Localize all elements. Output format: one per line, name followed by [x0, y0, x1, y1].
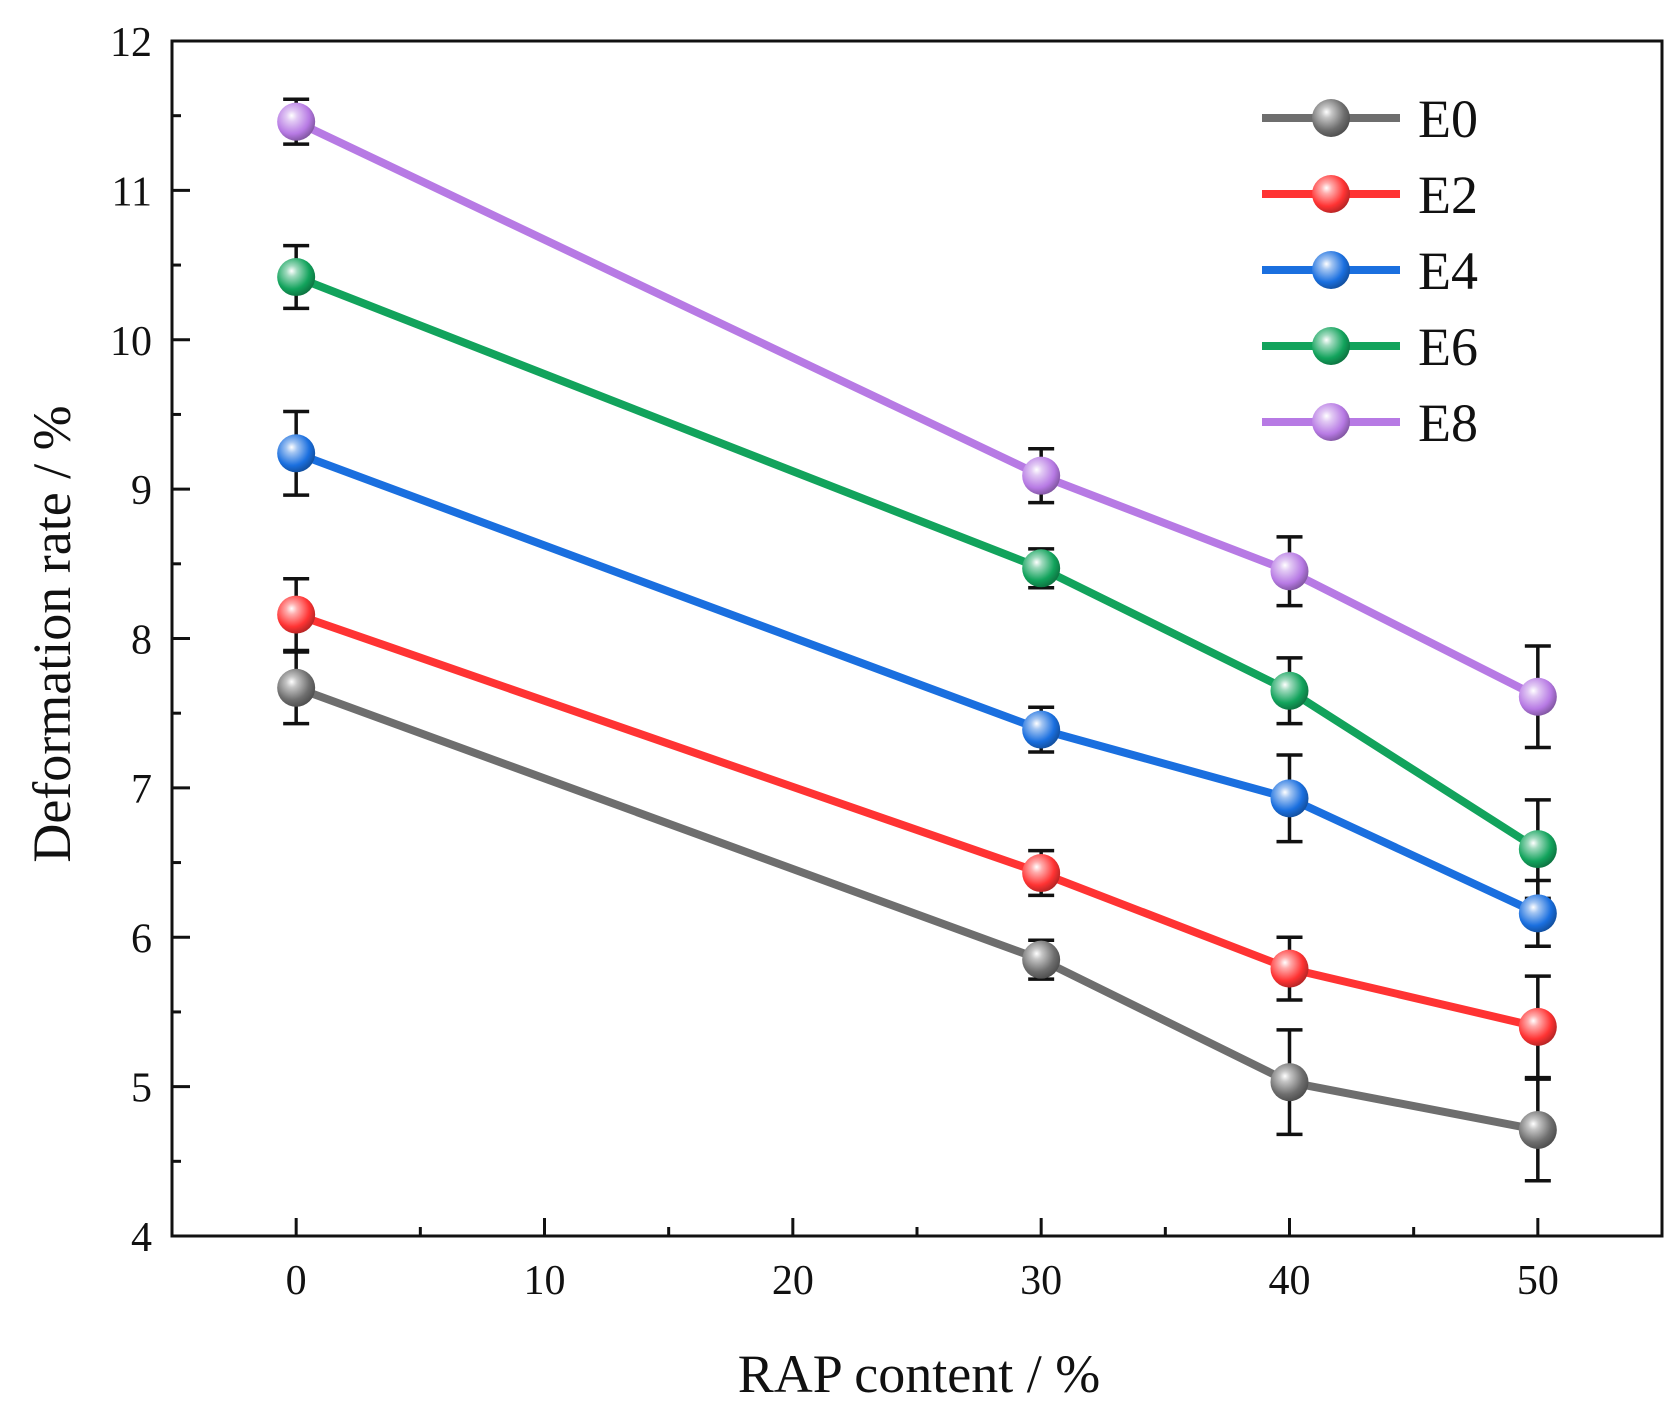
- legend-label: E8: [1418, 393, 1478, 453]
- x-axis-title: RAP content / %: [738, 1344, 1100, 1404]
- legend-item-e2: E2: [1262, 165, 1478, 225]
- data-point-e2: [1518, 1007, 1557, 1046]
- legend-label: E6: [1418, 317, 1478, 377]
- data-series: [277, 97, 1557, 1183]
- y-tick-label: 8: [131, 618, 152, 664]
- data-point-e4: [1518, 894, 1557, 933]
- series-line-e4: [294, 449, 1540, 917]
- x-tick-label: 20: [772, 1258, 814, 1304]
- series-line-e6: [294, 273, 1540, 853]
- legend-marker: [1312, 327, 1350, 365]
- legend-marker: [1312, 175, 1350, 213]
- y-tick-label: 11: [112, 169, 152, 215]
- y-tick-label: 6: [131, 916, 152, 962]
- series-line-e8: [294, 118, 1540, 701]
- data-point-e0: [277, 668, 316, 707]
- data-point-e6: [1270, 671, 1309, 710]
- x-tick-label: 50: [1517, 1258, 1559, 1304]
- y-axis-title: Deformation rate / %: [22, 405, 82, 862]
- data-point-e8: [277, 102, 316, 141]
- y-tick-label: 7: [131, 767, 152, 813]
- y-tick-label: 10: [110, 319, 152, 365]
- data-point-e4: [1270, 779, 1309, 818]
- legend-item-e6: E6: [1262, 317, 1478, 377]
- data-point-e0: [1022, 940, 1061, 979]
- data-point-e0: [1270, 1063, 1309, 1102]
- data-point-e4: [1022, 710, 1061, 749]
- x-tick-label: 10: [524, 1258, 566, 1304]
- legend: E0 E2 E4 E6 E8: [1262, 89, 1478, 453]
- x-tick-label: 40: [1269, 1258, 1311, 1304]
- data-point-e2: [277, 595, 316, 634]
- legend-label: E0: [1418, 89, 1478, 149]
- legend-item-e8: E8: [1262, 393, 1478, 453]
- data-point-e4: [277, 434, 316, 473]
- series-line-e2: [294, 610, 1539, 1031]
- data-point-e0: [1518, 1110, 1557, 1149]
- data-point-e8: [1270, 552, 1309, 591]
- y-tick-label: 12: [110, 20, 152, 66]
- data-point-e8: [1022, 456, 1061, 495]
- y-tick-label: 9: [131, 468, 152, 514]
- data-point-e8: [1518, 677, 1557, 716]
- y-tick-label: 5: [131, 1066, 152, 1112]
- series-line-e0: [294, 684, 1539, 1134]
- x-tick-label: 30: [1020, 1258, 1062, 1304]
- legend-item-e0: E0: [1262, 89, 1478, 149]
- legend-label: E4: [1418, 241, 1478, 301]
- y-tick-label: 4: [131, 1215, 152, 1261]
- data-point-e2: [1022, 854, 1061, 893]
- data-point-e6: [1518, 830, 1557, 869]
- legend-label: E2: [1418, 165, 1478, 225]
- legend-marker: [1312, 403, 1350, 441]
- legend-marker: [1312, 251, 1350, 289]
- legend-marker: [1312, 99, 1350, 137]
- axes: 0 10 20 30 40 50 4 5 6 7 8 9 10 11 12: [110, 20, 1664, 1304]
- data-point-e6: [277, 258, 316, 297]
- data-point-e2: [1270, 949, 1309, 988]
- data-point-e6: [1022, 549, 1061, 588]
- x-tick-label: 0: [286, 1258, 307, 1304]
- legend-item-e4: E4: [1262, 241, 1478, 301]
